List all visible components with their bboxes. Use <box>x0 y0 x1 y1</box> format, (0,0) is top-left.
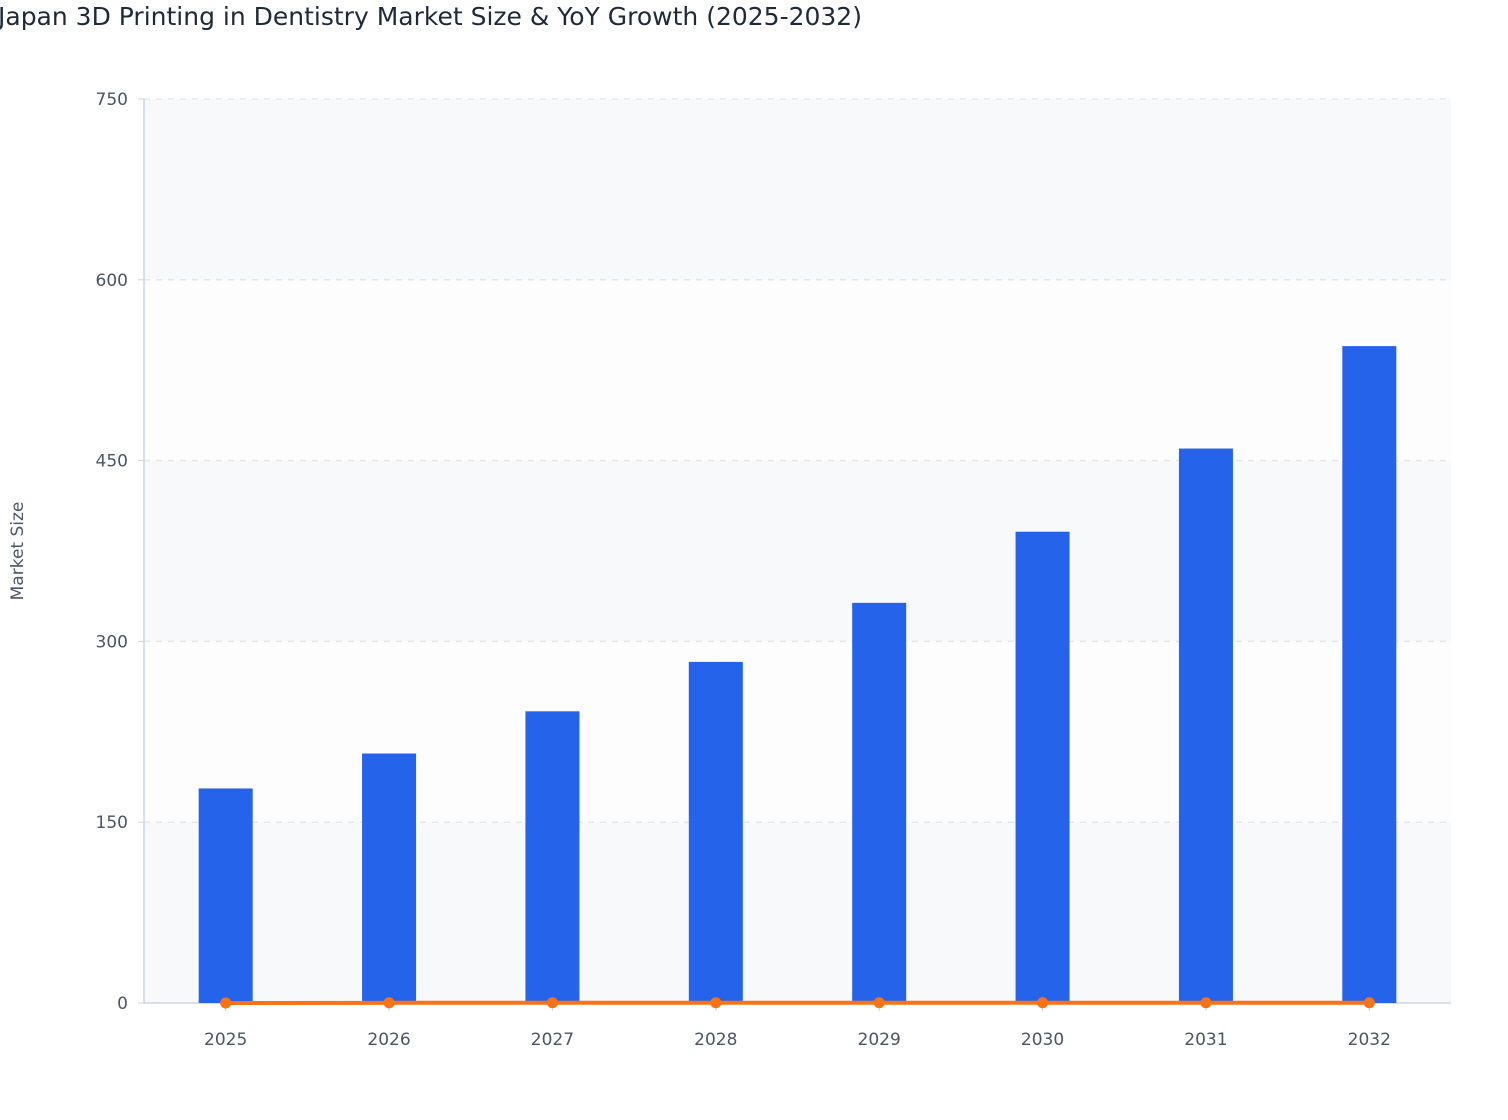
bar-2032 <box>1342 346 1397 1003</box>
plot-band <box>144 641 1451 823</box>
x-tick-label: 2031 <box>1184 1030 1227 1050</box>
x-tick-label: 2027 <box>531 1030 574 1050</box>
growth-point-2027 <box>546 997 558 1009</box>
plot-band <box>144 279 1451 461</box>
bar-2030 <box>1015 531 1070 1003</box>
plot-band <box>144 460 1451 642</box>
growth-point-2028 <box>710 997 722 1009</box>
bar-2029 <box>852 602 907 1003</box>
y-tick-label: 450 <box>96 452 128 472</box>
bar-2025 <box>198 788 253 1003</box>
growth-point-2025 <box>220 997 232 1009</box>
growth-point-2031 <box>1200 997 1212 1009</box>
x-tick-label: 2030 <box>1021 1030 1064 1050</box>
y-axis-label: Market Size <box>8 502 28 601</box>
x-tick-label: 2029 <box>858 1030 901 1050</box>
plot-band <box>144 99 1451 280</box>
y-tick-label: 750 <box>96 90 128 110</box>
x-tick-label: 2032 <box>1348 1030 1391 1050</box>
growth-point-2030 <box>1037 997 1049 1009</box>
bar-2031 <box>1178 448 1233 1004</box>
x-tick-label: 2025 <box>204 1030 247 1050</box>
x-tick-label: 2026 <box>367 1030 410 1050</box>
growth-point-2026 <box>383 997 395 1009</box>
y-tick-label: 0 <box>117 994 128 1014</box>
x-tick-label: 2028 <box>694 1030 737 1050</box>
bar-2027 <box>525 711 580 1003</box>
y-tick-label: 300 <box>96 632 128 652</box>
growth-point-2032 <box>1363 997 1375 1009</box>
bar-2026 <box>362 753 417 1003</box>
bar-2028 <box>688 661 743 1003</box>
plot-band <box>144 822 1451 1003</box>
y-tick-label: 150 <box>96 813 128 833</box>
chart-title: Japan 3D Printing in Dentistry Market Si… <box>0 2 862 31</box>
growth-point-2029 <box>873 997 885 1009</box>
y-tick-label: 600 <box>96 271 128 291</box>
